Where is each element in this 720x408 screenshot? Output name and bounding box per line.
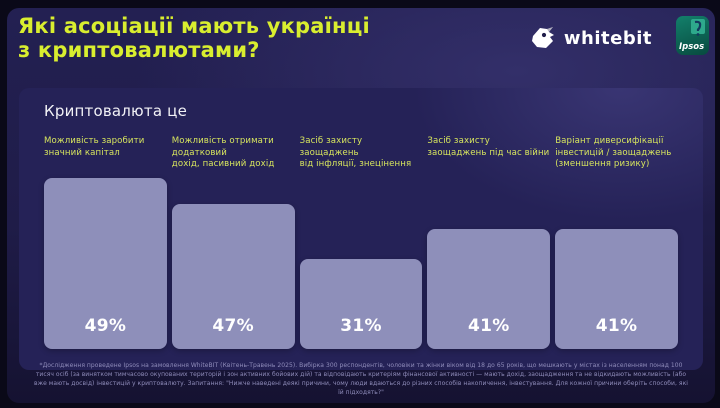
chart-column: Варіант диверсифікації інвестицій / заощ… (555, 136, 678, 349)
whitebit-wordmark: whitebit (563, 27, 652, 49)
page-title-line2: з криптовалютами? (18, 38, 260, 62)
bar-value: 41% (595, 316, 638, 336)
bar-area: 49% (44, 178, 167, 349)
bar-value: 41% (467, 316, 510, 336)
bar-label: Засіб захисту заощаджень під час війни (427, 136, 550, 158)
bar-label: Засіб захисту заощаджень від інфляції, з… (299, 136, 412, 169)
bar: 41% (555, 229, 678, 349)
chart-column: Можливість заробити значний капітал 49% (44, 136, 167, 349)
bar-value: 49% (84, 316, 127, 336)
bar: 49% (44, 178, 167, 349)
bar-area: 41% (555, 178, 678, 349)
slide: Які асоціації мають українці з криптовал… (7, 8, 715, 403)
bar: 47% (171, 204, 295, 349)
chart-column: Засіб захисту заощаджень від інфляції, з… (299, 136, 423, 349)
bar-area: 47% (171, 178, 295, 349)
bar: 31% (299, 259, 423, 349)
header: Які асоціації мають українці з криптовал… (7, 8, 715, 62)
chart-column: Можливість отримати додатковий дохід, па… (171, 136, 295, 349)
whitebit-bird-icon (531, 27, 554, 48)
bar-label: Можливість отримати додатковий дохід, па… (171, 136, 275, 169)
chart-title: Криптовалюта це (44, 102, 188, 120)
chart-panel: Криптовалюта це Можливість заробити знач… (19, 88, 703, 370)
bar-label: Можливість заробити значний капітал (44, 136, 145, 158)
ipsos-wordmark: Ipsos (679, 42, 705, 52)
bar-value: 47% (212, 316, 254, 336)
ipsos-gem-icon (691, 19, 705, 36)
page-title-line1: Які асоціації мають українці (18, 14, 370, 38)
whitebit-logo: whitebit (530, 26, 652, 50)
page-title: Які асоціації мають українці з криптовал… (18, 14, 370, 62)
bar-label: Варіант диверсифікації інвестицій / заощ… (555, 136, 672, 169)
ipsos-logo: Ipsos (676, 16, 709, 55)
bar-area: 31% (299, 178, 423, 349)
bar-area: 41% (427, 178, 551, 349)
bar-value: 31% (340, 316, 382, 336)
bar-chart: Можливість заробити значний капітал 49% … (44, 136, 678, 349)
logos: whitebit Ipsos (530, 14, 709, 55)
chart-column: Засіб захисту заощаджень під час війни 4… (427, 136, 551, 349)
methodology-footnote: *Дослідження проведене Ipsos на замовлен… (34, 362, 688, 396)
bar: 41% (427, 229, 551, 349)
